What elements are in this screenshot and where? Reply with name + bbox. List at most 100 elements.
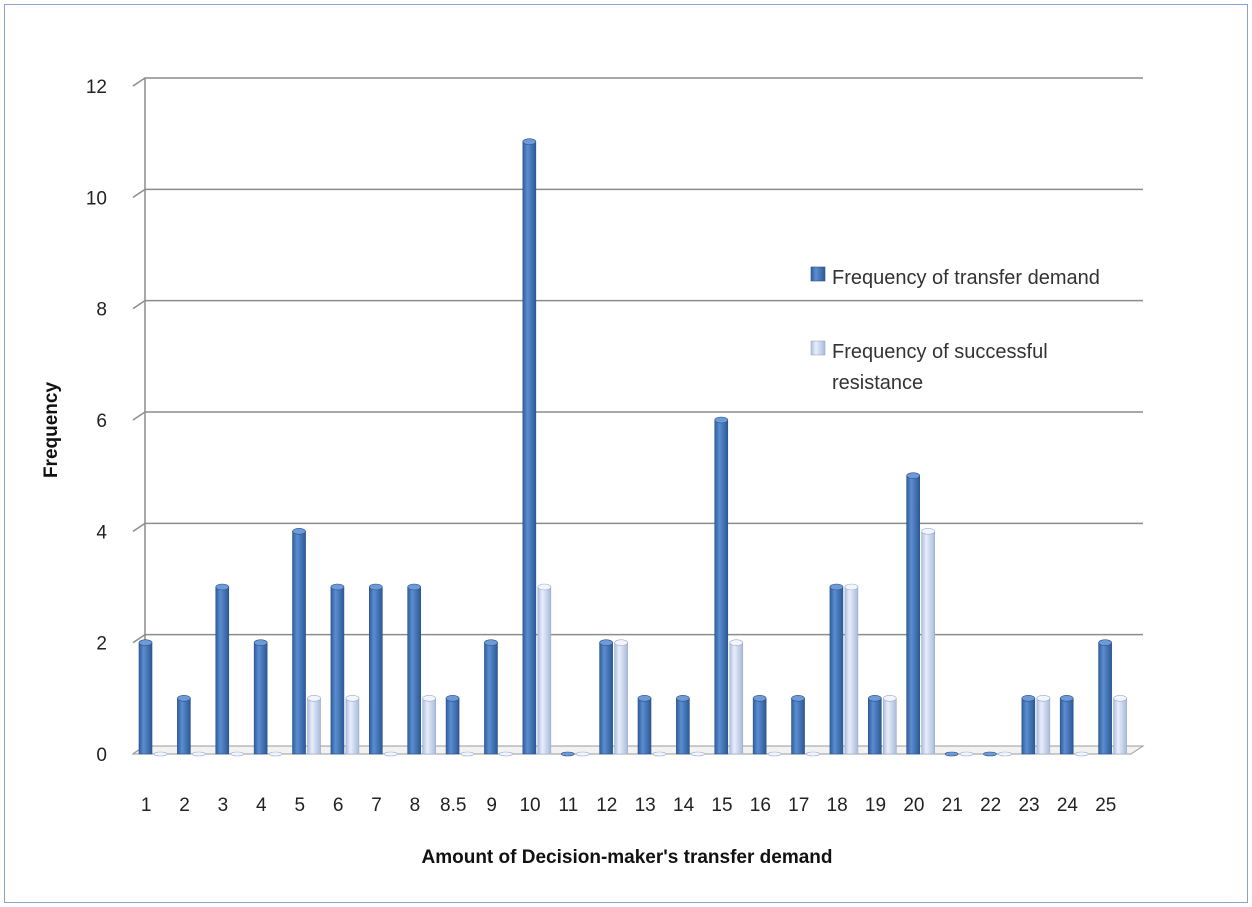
bar-transfer-demand — [983, 751, 997, 757]
x-tick-labels: 1 2 3 4 5 6 7 8 8.5 9 10 11 12 13 14 15 16 17 18 19 20 21 22 23… — [141, 795, 1116, 816]
x-tick-label: 4 — [256, 795, 267, 816]
x-tick-label: 25 — [1095, 795, 1116, 816]
legend-label: resistance — [832, 372, 923, 394]
x-tick-label: 2 — [179, 795, 190, 816]
bar-successful-resistance — [537, 583, 552, 755]
x-tick-label: 12 — [596, 795, 617, 816]
gridline — [132, 299, 1143, 310]
bar-successful-resistance — [575, 751, 590, 757]
bar-transfer-demand — [676, 695, 690, 755]
bar-transfer-demand — [292, 528, 306, 755]
bars-layer — [138, 138, 1127, 757]
bar-successful-resistance — [921, 528, 935, 755]
bar-transfer-demand — [369, 583, 383, 755]
legend-swatch — [810, 340, 826, 356]
y-axis-title: Frequency — [41, 382, 62, 479]
legend-item-transfer-demand: Frequency of transfer demand — [810, 266, 1100, 289]
bar-transfer-demand — [1059, 695, 1074, 755]
bar-transfer-demand — [560, 751, 575, 757]
x-tick-label: 21 — [942, 795, 963, 816]
bar-transfer-demand — [714, 416, 729, 755]
y-tick-label: 6 — [96, 411, 107, 432]
legend-item-successful-resistance: Frequency of successful resistance — [810, 340, 1048, 394]
bar-successful-resistance — [460, 751, 475, 757]
y-tick-label: 4 — [96, 522, 107, 543]
bar-transfer-demand — [791, 695, 805, 755]
x-tick-label: 19 — [865, 795, 886, 816]
bar-transfer-demand — [407, 583, 421, 755]
x-tick-label: 11 — [559, 795, 579, 816]
bar-successful-resistance — [307, 695, 321, 755]
gridline — [132, 77, 1143, 87]
bar-transfer-demand — [330, 583, 345, 755]
bar-transfer-demand — [138, 639, 153, 755]
bar-successful-resistance — [652, 751, 667, 757]
bar-successful-resistance — [1074, 751, 1089, 757]
x-tick-label: 13 — [635, 795, 656, 816]
grid-layer — [131, 77, 1145, 755]
x-tick-label: 24 — [1057, 795, 1079, 816]
bar-transfer-demand — [177, 695, 191, 755]
y-tick-label: 0 — [96, 745, 107, 766]
gridline — [132, 411, 1143, 421]
bar-transfer-demand — [637, 695, 652, 755]
bar-successful-resistance — [806, 751, 820, 757]
x-tick-label: 1 — [141, 795, 152, 816]
bar-successful-resistance — [691, 751, 705, 757]
bar-successful-resistance — [268, 751, 283, 757]
bar-successful-resistance — [767, 751, 782, 757]
x-axis-title: Amount of Decision-maker's transfer dema… — [422, 847, 833, 868]
bar-successful-resistance — [844, 583, 859, 755]
y-tick-label: 8 — [96, 300, 107, 321]
bar-successful-resistance — [384, 751, 398, 757]
x-tick-label: 20 — [903, 795, 924, 816]
bar-transfer-demand — [522, 138, 537, 755]
bar-successful-resistance — [422, 695, 436, 755]
bar-successful-resistance — [499, 751, 513, 757]
bar-transfer-demand — [906, 472, 920, 755]
x-tick-label: 9 — [486, 795, 497, 816]
x-tick-label: 8 — [410, 795, 421, 816]
bar-successful-resistance — [345, 695, 360, 755]
bar-transfer-demand — [215, 583, 230, 755]
bar-successful-resistance — [1036, 695, 1051, 755]
bar-successful-resistance — [614, 639, 628, 755]
x-tick-label: 15 — [711, 795, 732, 816]
bar-transfer-demand — [829, 583, 844, 755]
x-tick-label: 6 — [333, 795, 344, 816]
legend: Frequency of transfer demand Frequency of… — [810, 266, 1100, 394]
x-tick-label: 7 — [371, 795, 382, 816]
gridline — [132, 633, 1143, 644]
y-tick-labels: 0 2 4 6 8 10 12 — [86, 77, 108, 766]
x-tick-label: 8.5 — [440, 795, 466, 816]
y-tick-label: 10 — [86, 188, 107, 209]
x-tick-label: 23 — [1018, 795, 1039, 816]
legend-label: Frequency of successful — [832, 341, 1048, 363]
bar-successful-resistance — [1113, 695, 1127, 755]
legend-swatch — [810, 266, 826, 282]
bar-transfer-demand — [1021, 695, 1036, 755]
x-tick-label: 5 — [294, 795, 305, 816]
bar-successful-resistance — [192, 751, 206, 757]
bar-successful-resistance — [153, 751, 168, 757]
bar-transfer-demand — [445, 695, 460, 755]
y-tick-label: 12 — [86, 77, 107, 98]
x-tick-label: 22 — [980, 795, 1001, 816]
x-tick-label: 16 — [750, 795, 771, 816]
legend-label: Frequency of transfer demand — [832, 267, 1100, 289]
y-tick-label: 2 — [96, 634, 107, 655]
bar-successful-resistance — [959, 751, 974, 757]
bar-successful-resistance — [729, 639, 744, 755]
x-tick-label: 14 — [673, 795, 695, 816]
x-tick-label: 18 — [827, 795, 848, 816]
bar-transfer-demand — [1098, 639, 1112, 755]
bar-transfer-demand — [253, 639, 268, 755]
bar-transfer-demand — [752, 695, 767, 755]
bar-transfer-demand — [868, 695, 882, 755]
bar-transfer-demand — [484, 639, 498, 755]
chart-frame: 0 2 4 6 8 10 12 1 2 3 4 5 6 7 8 8.5 9 10 11 12 13 14 15 16 17 18… — [4, 4, 1248, 903]
bar-transfer-demand — [599, 639, 613, 755]
gridline — [132, 522, 1143, 532]
bar-successful-resistance — [883, 695, 897, 755]
